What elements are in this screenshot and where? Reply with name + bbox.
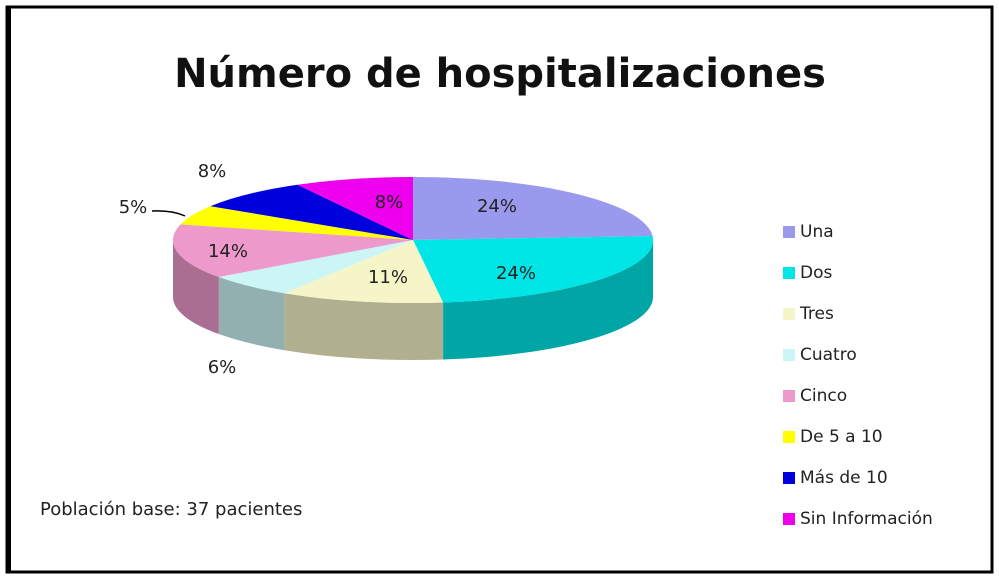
pie-slice (413, 177, 653, 240)
pie-slice-side (443, 240, 653, 360)
legend-swatch (783, 308, 795, 320)
pie-slice (180, 206, 413, 240)
data-label: 8% (375, 192, 404, 213)
data-label: 24% (477, 196, 517, 217)
pie-slice-side (173, 240, 219, 335)
legend-label: De 5 a 10 (800, 427, 883, 447)
data-label: 11% (368, 267, 408, 288)
pie-tops (173, 177, 654, 303)
pie-slice-side (284, 293, 444, 360)
chart-title: Número de hospitalizaciones (174, 51, 826, 97)
pie-slice (413, 236, 654, 303)
legend-label: Sin Información (800, 509, 933, 529)
legend-label: Tres (799, 304, 834, 324)
legend-label: Cuatro (800, 345, 857, 365)
annotation: Población base: 37 pacientes (40, 499, 302, 520)
data-label: 24% (496, 263, 536, 284)
data-label: 5% (119, 197, 148, 218)
legend-swatch (783, 390, 795, 402)
pie-slice (284, 240, 444, 303)
data-label: 6% (208, 357, 237, 378)
legend-swatch (783, 472, 795, 484)
data-label: 8% (198, 161, 227, 182)
leader-line (151, 210, 186, 217)
legend-label: Dos (800, 263, 832, 283)
pie-slice (210, 184, 413, 240)
legend-label: Más de 10 (800, 468, 888, 488)
legend-label: Una (800, 222, 834, 242)
legend-swatch (783, 226, 795, 238)
pie-sides (173, 240, 653, 360)
pie-slice (297, 177, 413, 240)
data-label: 14% (208, 241, 248, 262)
legend-swatch (783, 513, 795, 525)
legend-swatch (783, 431, 795, 443)
legend-swatch (783, 349, 795, 361)
legend-swatch (783, 267, 795, 279)
legend-label: Cinco (800, 386, 847, 406)
pie-slice (218, 240, 413, 294)
pie-slice (173, 224, 413, 278)
pie-slice-side (218, 277, 285, 351)
